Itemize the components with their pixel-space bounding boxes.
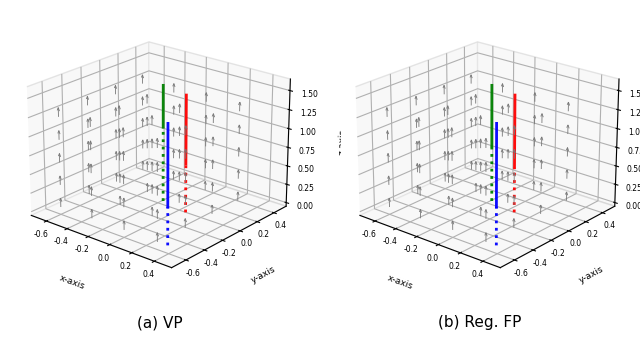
Text: (b) Reg. FP: (b) Reg. FP	[438, 315, 522, 330]
X-axis label: x-axis: x-axis	[58, 273, 86, 291]
Y-axis label: y-axis: y-axis	[249, 264, 277, 284]
X-axis label: x-axis: x-axis	[387, 273, 415, 291]
Y-axis label: y-axis: y-axis	[578, 264, 605, 284]
Text: (a) VP: (a) VP	[137, 315, 183, 330]
